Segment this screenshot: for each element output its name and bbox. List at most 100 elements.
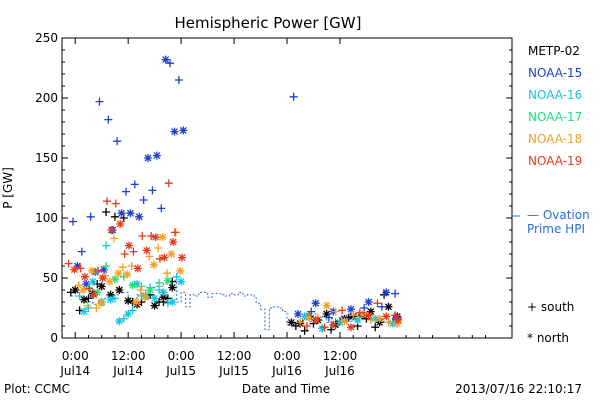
legend-noaa-17: NOAA-17 [528,110,582,124]
metp-02-north-marker [97,282,106,291]
noaa-15-north-marker [152,151,161,160]
noaa-16-north-marker [80,307,89,316]
noaa-16-south-marker [75,292,84,300]
noaa-19-north-marker [133,264,142,273]
metp-02-north-marker [115,286,124,294]
noaa-19-south-marker [103,197,111,206]
metp-02-north-marker [71,286,80,294]
metp-02-south-marker [371,323,380,332]
metp-02-south-marker [300,326,309,335]
timestamp: 2013/07/16 22:10:17 [455,382,582,396]
noaa-16-south-marker [102,241,111,250]
noaa-18-south-marker [74,281,83,290]
noaa-19-north-marker [70,265,79,274]
legend-noaa-15: NOAA-15 [528,66,582,80]
noaa-15-south-marker [86,212,95,221]
noaa-18-south-marker [296,318,305,327]
noaa-19-north-marker [89,290,98,299]
noaa-15-south-marker [157,204,166,213]
noaa-19-south-marker [391,311,400,320]
noaa-16-north-marker [168,298,177,306]
noaa-15-south-marker [148,186,157,195]
metp-02-south-marker [102,208,111,216]
noaa-19-north-marker [80,272,89,281]
noaa-16-south-marker [128,306,137,315]
noaa-18-north-marker [393,319,402,328]
noaa-16-north-marker [177,277,186,286]
x-axis: 0:00Jul1412:00Jul140:00Jul1512:00Jul150:… [59,38,487,378]
noaa-19-south-marker [120,250,129,258]
noaa-19-south-marker [170,228,179,237]
noaa-15-north-marker [99,265,108,274]
metp-02-north-marker [124,296,133,305]
metp-02-north-marker [150,301,159,310]
noaa-15-south-marker [130,180,139,189]
chart-title: Hemispheric Power [GW] [175,14,362,32]
noaa-17-north-marker [146,286,155,294]
x-axis-label: Date and Time [242,382,330,396]
noaa-16-south-marker [172,272,181,281]
noaa-15-south-marker [166,59,175,68]
y-axis: 0 50 100 150 200 250 [35,31,512,345]
noaa-19-south-marker [302,322,311,330]
noaa-18-south-marker [83,301,92,310]
x-tick-date: Jul14 [59,364,90,378]
noaa-18-north-marker [88,266,96,275]
noaa-18-south-marker [163,269,171,278]
noaa-19-south-marker [76,264,85,273]
y-tick-label: 50 [43,271,58,285]
noaa-15-north-marker [294,310,303,318]
y-tick-label: 250 [35,31,58,45]
noaa-17-north-marker [93,288,102,297]
noaa-19-south-marker [94,266,103,275]
noaa-15-north-marker [82,280,91,288]
noaa-16-north-marker [335,318,344,327]
noaa-15-south-marker [95,97,104,106]
noaa-18-north-marker [79,286,88,294]
noaa-15-north-marker [364,298,373,306]
noaa-15-north-marker [311,299,320,308]
noaa-19-north-marker [98,274,107,282]
noaa-19-north-marker [107,226,116,234]
noaa-18-north-marker [96,299,105,308]
noaa-19-south-marker [355,308,364,317]
noaa-19-north-marker [364,311,373,320]
noaa-15-south-marker [69,217,78,226]
noaa-19-south-marker [373,299,382,308]
metp-02-north-marker [366,307,375,316]
noaa-16-north-marker [106,295,115,304]
noaa-16-north-marker [388,319,397,328]
noaa-15-north-marker [170,127,179,136]
noaa-16-north-marker [133,280,141,288]
noaa-15-south-marker [77,247,86,256]
noaa-15-south-marker [289,92,298,101]
noaa-17-south-marker [137,282,146,291]
plot-frame [61,37,513,339]
noaa-15-north-marker [179,126,188,135]
x-tick-time: 0:00 [62,349,89,363]
noaa-18-south-marker [110,234,119,243]
y-axis-label: P [GW] [1,167,15,209]
metp-02-north-marker [168,283,177,292]
noaa-16-north-marker [159,288,168,297]
x-tick-date: Jul14 [112,364,143,378]
legend-noaa-18: NOAA-18 [528,132,582,146]
noaa-19-south-marker [138,232,147,240]
x-tick-time: 12:00 [323,349,358,363]
noaa-18-north-marker [375,314,384,323]
noaa-16-north-marker [115,317,124,326]
noaa-18-south-marker [331,307,340,316]
legend-north: * north [527,331,569,345]
noaa-15-north-marker [135,212,144,221]
noaa-17-south-marker [102,262,111,270]
noaa-15-south-marker [104,115,113,124]
y-tick-label: 100 [35,211,58,225]
noaa-15-north-marker [144,154,153,162]
noaa-18-north-marker [158,233,167,242]
noaa-15-south-marker [174,76,183,84]
noaa-18-south-marker [384,318,393,327]
y-tick-label: 150 [35,151,58,165]
legend-noaa-19: NOAA-19 [528,154,582,168]
noaa-19-south-marker [64,259,73,268]
